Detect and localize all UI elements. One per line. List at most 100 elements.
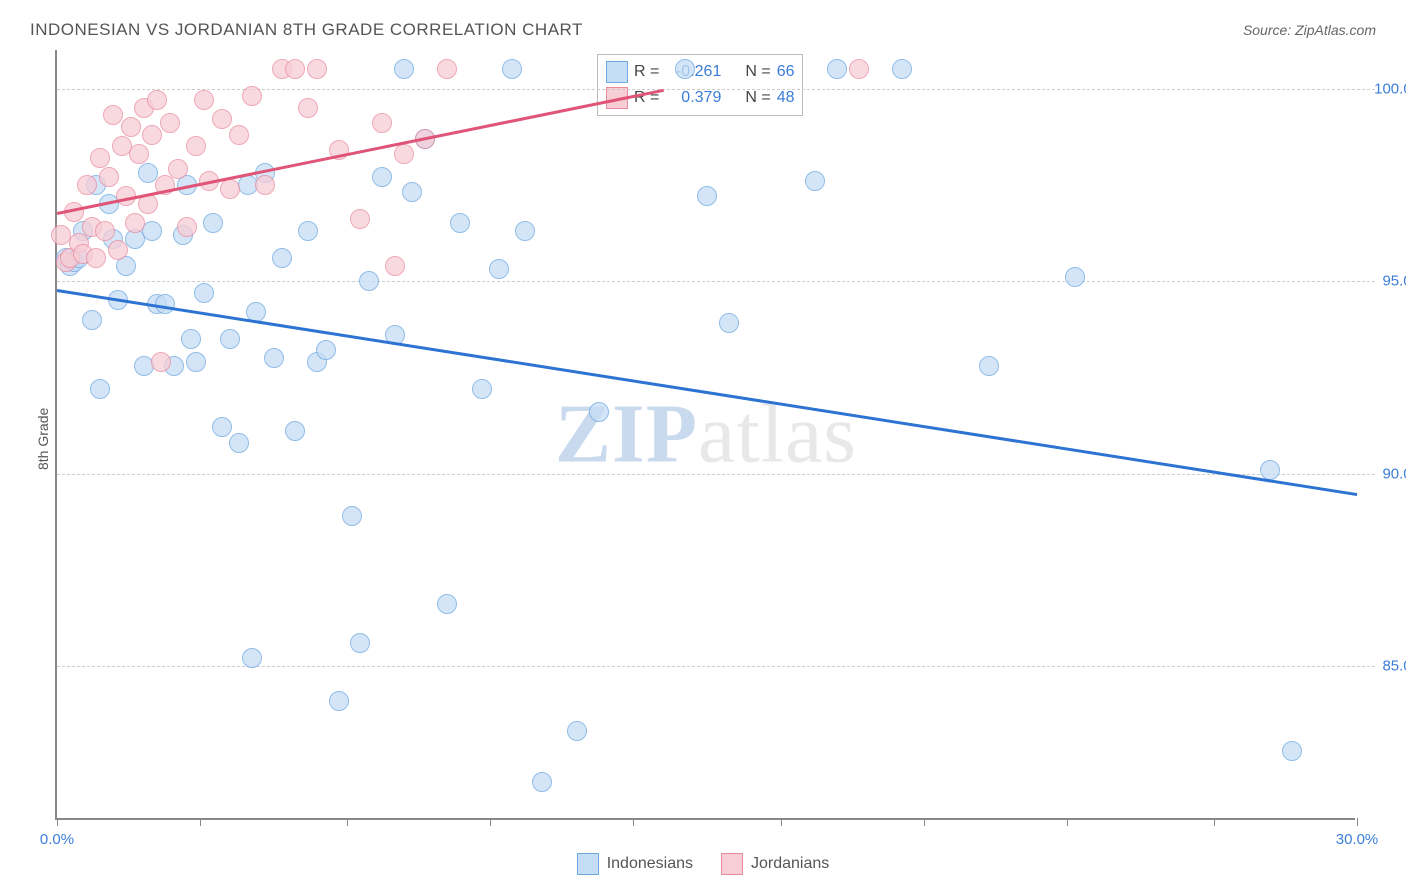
data-point-indonesians [515,221,535,241]
legend-label: Jordanians [751,855,829,873]
data-point-indonesians [350,633,370,653]
x-tick [924,818,925,826]
data-point-jordanians [212,109,232,129]
data-point-jordanians [350,209,370,229]
data-point-indonesians [272,248,292,268]
data-point-indonesians [329,691,349,711]
data-point-jordanians [255,175,275,195]
x-tick [57,818,58,826]
data-point-indonesians [827,59,847,79]
data-point-indonesians [1260,460,1280,480]
legend-item-jordanians: Jordanians [721,853,829,875]
data-point-indonesians [181,329,201,349]
legend-swatch [721,853,743,875]
data-point-jordanians [142,125,162,145]
data-point-jordanians [99,167,119,187]
data-point-jordanians [177,217,197,237]
data-point-indonesians [342,506,362,526]
data-point-jordanians [385,256,405,276]
data-point-jordanians [437,59,457,79]
watermark: ZIPatlas [555,386,857,483]
data-point-jordanians [108,240,128,260]
data-point-indonesians [719,313,739,333]
stats-swatch-indonesians [606,61,628,83]
data-point-indonesians [142,221,162,241]
data-point-jordanians [151,352,171,372]
x-tick-label: 0.0% [40,831,74,848]
gridline [57,281,1375,282]
data-point-jordanians [242,86,262,106]
plot-area: ZIPatlas R =-0.261N =66R =0.379N =48 85.… [55,50,1355,820]
data-point-indonesians [359,271,379,291]
data-point-indonesians [229,433,249,453]
data-point-jordanians [194,90,214,110]
data-point-indonesians [532,772,552,792]
data-point-jordanians [285,59,305,79]
legend-swatch [577,853,599,875]
stats-n-label: N = [745,89,770,107]
data-point-jordanians [298,98,318,118]
x-tick [1067,818,1068,826]
data-point-indonesians [1065,267,1085,287]
trend-line-indonesians [57,289,1357,496]
stats-n-value-indonesians: 66 [777,63,795,81]
y-tick-label: 90.0% [1382,465,1406,482]
x-tick [200,818,201,826]
data-point-indonesians [82,310,102,330]
data-point-indonesians [298,221,318,241]
stats-box: R =-0.261N =66R =0.379N =48 [597,54,803,116]
data-point-indonesians [203,213,223,233]
data-point-jordanians [125,213,145,233]
stats-row-indonesians: R =-0.261N =66 [606,59,794,85]
data-point-indonesians [589,402,609,422]
data-point-indonesians [285,421,305,441]
data-point-indonesians [194,283,214,303]
data-point-jordanians [121,117,141,137]
data-point-indonesians [90,379,110,399]
data-point-indonesians [805,171,825,191]
data-point-jordanians [90,148,110,168]
y-tick-label: 95.0% [1382,273,1406,290]
data-point-jordanians [168,159,188,179]
data-point-indonesians [1282,741,1302,761]
data-point-jordanians [307,59,327,79]
stats-r-label: R = [634,63,659,81]
data-point-indonesians [186,352,206,372]
data-point-indonesians [402,182,422,202]
source-label: Source: ZipAtlas.com [1243,22,1376,38]
data-point-indonesians [212,417,232,437]
x-tick [781,818,782,826]
data-point-indonesians [372,167,392,187]
data-point-indonesians [437,594,457,614]
data-point-jordanians [95,221,115,241]
data-point-indonesians [394,59,414,79]
watermark-part1: ZIP [555,388,698,481]
data-point-indonesians [472,379,492,399]
gridline [57,474,1375,475]
data-point-indonesians [979,356,999,376]
data-point-indonesians [450,213,470,233]
legend-label: Indonesians [607,855,693,873]
data-point-jordanians [394,144,414,164]
y-tick-label: 100.0% [1374,80,1406,97]
data-point-indonesians [220,329,240,349]
data-point-jordanians [129,144,149,164]
data-point-jordanians [229,125,249,145]
data-point-jordanians [86,248,106,268]
data-point-indonesians [502,59,522,79]
x-tick [347,818,348,826]
data-point-jordanians [220,179,240,199]
data-point-indonesians [242,648,262,668]
x-tick [1214,818,1215,826]
data-point-indonesians [567,721,587,741]
y-axis-label: 8th Grade [35,408,51,470]
stats-r-value-jordanians: 0.379 [665,89,721,107]
x-tick [1357,818,1358,826]
data-point-indonesians [316,340,336,360]
data-point-jordanians [160,113,180,133]
stats-n-label: N = [745,63,770,81]
data-point-indonesians [892,59,912,79]
x-tick [633,818,634,826]
data-point-indonesians [675,59,695,79]
bottom-legend: Indonesians Jordanians [0,853,1406,880]
